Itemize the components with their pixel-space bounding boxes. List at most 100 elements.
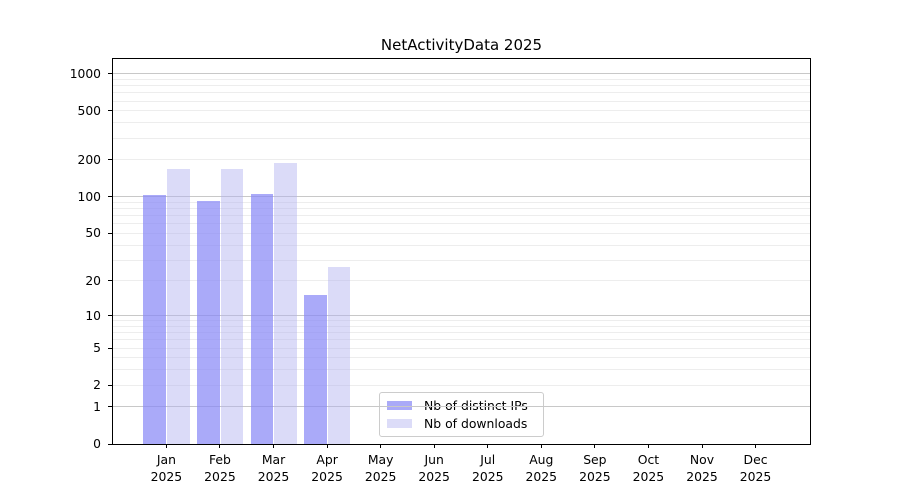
y-tick-label: 1 (93, 399, 101, 414)
y-tick-label: 10 (85, 308, 101, 323)
major-gridline (113, 196, 810, 198)
y-tick (108, 280, 113, 282)
x-tick-label-year: 2025 (579, 469, 611, 484)
x-tick (701, 444, 703, 448)
minor-gridline (113, 201, 810, 203)
minor-gridline (113, 339, 810, 341)
y-tick-label: 2 (93, 378, 101, 393)
x-tick-label-year: 2025 (632, 469, 665, 484)
legend-swatch-downloads (387, 418, 412, 428)
y-tick-label: 1000 (69, 66, 101, 81)
minor-gridline (113, 110, 810, 112)
y-tick-label: 100 (77, 189, 101, 204)
x-tick-label: Mar 2025 (242, 451, 306, 485)
x-tick-label: Jul 2025 (456, 451, 520, 485)
x-tick-label: Oct 2025 (616, 451, 680, 485)
x-tick-label: Apr 2025 (295, 451, 359, 485)
minor-gridline (113, 122, 810, 124)
bar-distinct-ips (143, 195, 167, 444)
x-tick-label-year: 2025 (311, 469, 343, 484)
minor-gridline (113, 92, 810, 94)
x-tick-label: Feb 2025 (188, 451, 252, 485)
x-tick (755, 444, 757, 448)
x-tick (540, 444, 542, 448)
minor-gridline (113, 215, 810, 217)
x-tick-label: Jun 2025 (402, 451, 466, 485)
minor-gridline (113, 79, 810, 80)
legend-label-distinct-ips: Nb of distinct IPs (424, 398, 528, 414)
y-tick (108, 73, 113, 75)
minor-gridline (113, 369, 810, 371)
x-tick-label: Sep 2025 (563, 451, 627, 485)
y-tick-label: 20 (85, 273, 101, 288)
x-tick-label-year: 2025 (364, 469, 397, 484)
minor-gridline (113, 325, 810, 327)
x-tick (380, 444, 382, 448)
x-tick-label: May 2025 (349, 451, 413, 485)
minor-gridline (113, 384, 810, 386)
x-tick-label: Jan 2025 (134, 451, 198, 485)
minor-gridline (113, 259, 810, 261)
x-tick-label: Dec 2025 (724, 451, 788, 485)
minor-gridline (113, 320, 810, 322)
legend: Nb of distinct IPs Nb of downloads (379, 392, 544, 437)
x-tick (273, 444, 275, 448)
x-tick (326, 444, 328, 448)
x-tick-label-year: 2025 (150, 469, 183, 484)
legend-item-downloads: Nb of downloads (387, 416, 535, 431)
y-tick (108, 196, 113, 198)
minor-gridline (113, 100, 810, 102)
major-gridline (113, 73, 810, 75)
y-tick-label: 200 (77, 152, 101, 167)
minor-gridline (113, 137, 810, 139)
x-tick (165, 444, 167, 448)
bar-distinct-ips (196, 201, 220, 444)
major-gridline (113, 406, 810, 408)
legend-swatch-distinct-ips (387, 401, 412, 411)
x-tick (594, 444, 596, 448)
x-tick-label-year: 2025 (686, 469, 718, 484)
y-tick (108, 443, 113, 445)
bar-downloads (327, 267, 351, 444)
x-tick (647, 444, 649, 448)
minor-gridline (113, 232, 810, 234)
x-tick (487, 444, 489, 448)
x-tick-label: Aug 2025 (509, 451, 573, 485)
y-tick (108, 159, 113, 161)
minor-gridline (113, 280, 810, 282)
y-tick-label: 0 (93, 437, 101, 451)
y-tick (108, 232, 113, 234)
bar-downloads (167, 169, 190, 444)
bar-distinct-ips (250, 194, 274, 444)
x-tick-label: Nov 2025 (670, 451, 734, 485)
legend-label-downloads: Nb of downloads (424, 415, 528, 431)
x-tick-label-year: 2025 (525, 469, 558, 484)
minor-gridline (113, 347, 810, 349)
plot-area: Nb of distinct IPs Nb of downloads 0 1 2 5 1… (70, 58, 811, 484)
minor-gridline (113, 208, 810, 210)
x-tick (433, 444, 435, 448)
x-tick-label-year: 2025 (204, 469, 236, 484)
y-tick-label: 500 (77, 103, 101, 118)
y-tick (108, 384, 113, 386)
minor-gridline (113, 244, 810, 246)
x-tick-label-year: 2025 (471, 469, 504, 484)
y-tick-label: 50 (85, 226, 101, 241)
minor-gridline (113, 85, 810, 87)
y-tick-label: 5 (93, 341, 101, 355)
major-gridline (113, 315, 810, 317)
y-tick (108, 315, 113, 317)
minor-gridline (113, 223, 810, 225)
minor-gridline (113, 159, 810, 161)
bar-downloads (220, 169, 244, 444)
x-tick-label-year: 2025 (418, 469, 450, 484)
minor-gridline (113, 357, 810, 359)
x-tick-label-year: 2025 (257, 469, 290, 484)
bar-distinct-ips (304, 295, 327, 444)
legend-item-distinct-ips: Nb of distinct IPs (387, 398, 535, 413)
x-tick-label-year: 2025 (739, 469, 772, 484)
y-tick (108, 406, 113, 408)
bar-downloads (274, 163, 297, 444)
x-tick (219, 444, 221, 448)
